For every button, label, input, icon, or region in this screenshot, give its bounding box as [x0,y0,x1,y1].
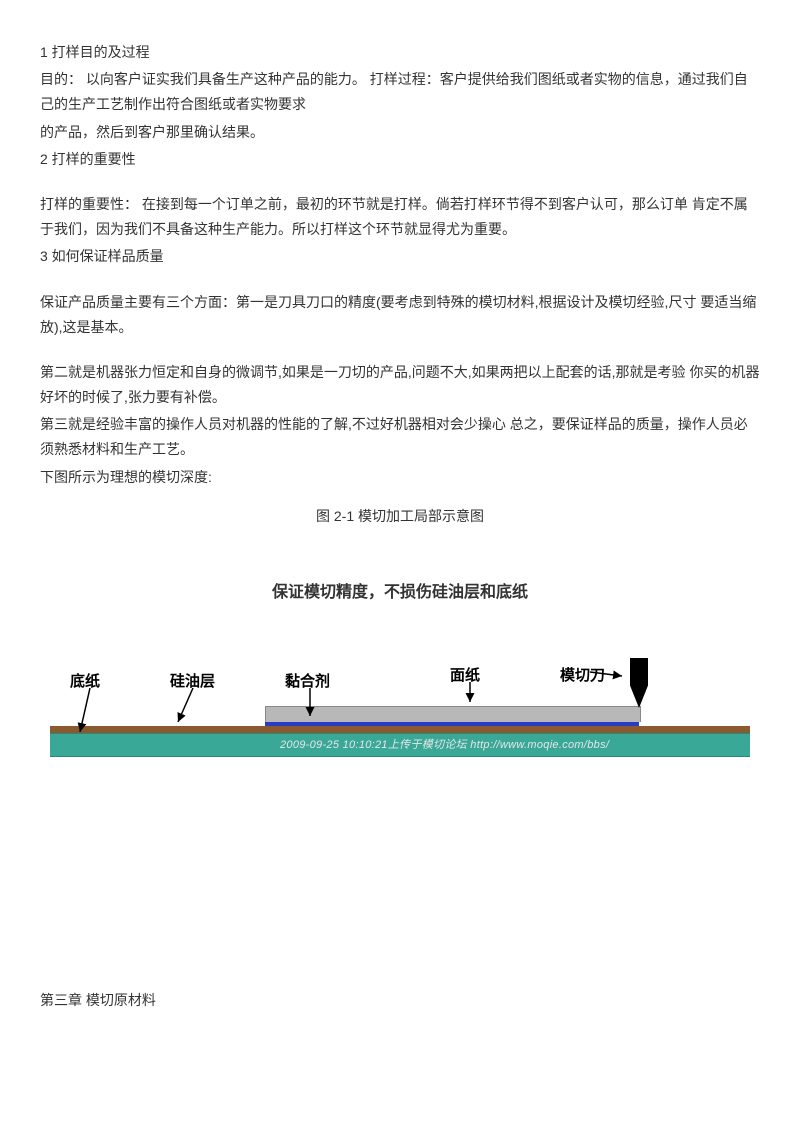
section-3-p3: 第三就是经验丰富的操作人员对机器的性能的了解,不过好机器相对会少操心 总之，要保… [40,412,760,462]
diagram-title: 保证模切精度，不损伤硅油层和底纸 [40,579,760,608]
diagram: 底纸 硅油层 黏合剂 面纸 模切刀 2009-09-25 10:10:21上传于… [50,638,750,768]
diagram-container: 保证模切精度，不损伤硅油层和底纸 底纸 硅油层 黏合剂 面纸 模切刀 2009-… [40,579,760,768]
section-3-p2: 第二就是机器张力恒定和自身的微调节,如果是一刀切的产品,问题不大,如果两把以上配… [40,360,760,410]
section-1-p2: 的产品，然后到客户那里确认结果。 [40,120,760,145]
section-3-p1: 保证产品质量主要有三个方面：第一是刀具刀口的精度(要考虑到特殊的模切材料,根据设… [40,290,760,340]
watermark-text: 2009-09-25 10:10:21上传于模切论坛 http://www.mo… [280,736,609,756]
section-3-p4: 下图所示为理想的模切深度: [40,465,760,490]
figure-caption: 图 2-1 模切加工局部示意图 [40,504,760,529]
label-silicone: 硅油层 [170,668,215,695]
label-adhesive: 黏合剂 [285,668,330,695]
layer-bottom-paper [50,726,750,733]
section-1-p1: 目的： 以向客户证实我们具备生产这种产品的能力。 打样过程：客户提供给我们图纸或… [40,67,760,117]
section-1-title: 1 打样目的及过程 [40,40,760,65]
section-2-title: 2 打样的重要性 [40,147,760,172]
section-3-title: 3 如何保证样品质量 [40,244,760,269]
section-2-p1: 打样的重要性： 在接到每一个订单之前，最初的环节就是打样。倘若打样环节得不到客户… [40,192,760,242]
chapter-3-heading: 第三章 模切原材料 [40,988,760,1013]
label-cutter: 模切刀 [560,662,605,689]
label-face-paper: 面纸 [450,662,480,689]
label-bottom-paper: 底纸 [70,668,100,695]
